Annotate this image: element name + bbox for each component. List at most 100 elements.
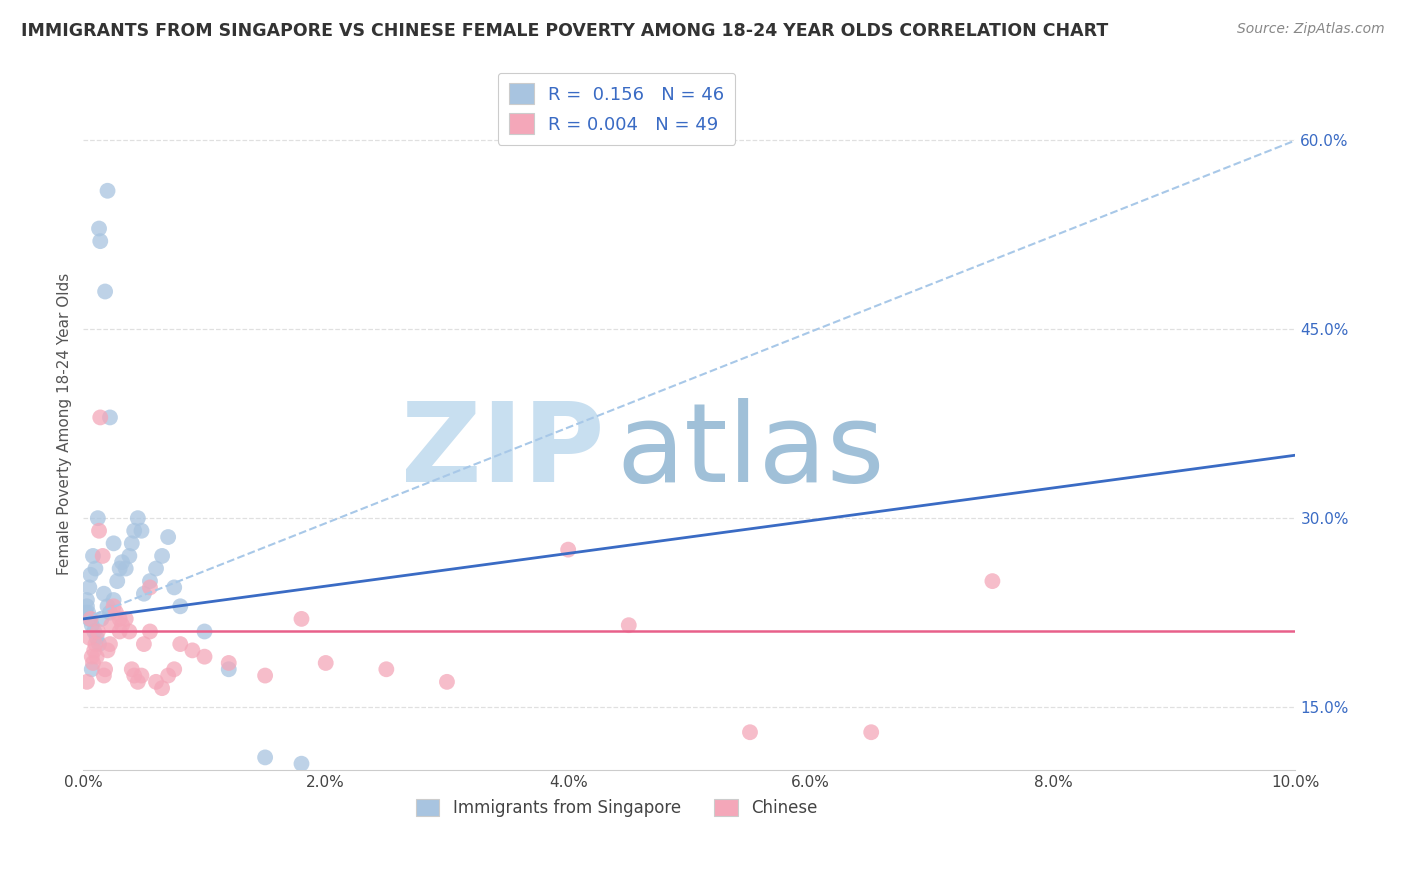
Point [181,643,204,657]
Point [617,618,640,632]
Point [103,536,125,550]
Text: ZIP: ZIP [401,398,605,505]
Point [83,624,105,639]
Point [80,649,103,664]
Point [169,637,191,651]
Point [89,234,111,248]
Point [218,662,240,676]
Point [89,410,111,425]
Point [111,555,134,569]
Point [132,587,155,601]
Point [83,643,105,657]
Point [75,606,97,620]
Point [254,668,277,682]
Text: atlas: atlas [617,398,886,505]
Point [87,637,110,651]
Point [103,593,125,607]
Point [90,612,112,626]
Point [193,624,215,639]
Point [84,637,107,651]
Point [79,581,101,595]
Point [114,612,136,626]
Point [76,599,98,614]
Point [98,410,121,425]
Point [86,631,108,645]
Text: Source: ZipAtlas.com: Source: ZipAtlas.com [1237,22,1385,37]
Point [218,656,240,670]
Y-axis label: Female Poverty Among 18-24 Year Olds: Female Poverty Among 18-24 Year Olds [58,273,72,574]
Point [96,184,118,198]
Point [108,624,131,639]
Point [163,662,186,676]
Point [127,674,149,689]
Point [436,674,458,689]
Point [76,593,98,607]
Point [103,599,125,614]
Point [131,524,153,538]
Point [96,599,118,614]
Point [139,624,162,639]
Point [981,574,1004,588]
Point [122,668,145,682]
Point [132,637,155,651]
Point [87,624,110,639]
Point [82,549,104,563]
Point [79,612,101,626]
Point [145,674,167,689]
Point [150,681,173,695]
Point [150,549,173,563]
Point [157,530,180,544]
Point [98,637,121,651]
Point [94,285,117,299]
Point [94,662,117,676]
Point [315,656,337,670]
Point [557,542,579,557]
Point [111,618,134,632]
Point [118,624,141,639]
Point [860,725,883,739]
Point [290,612,312,626]
Point [93,668,115,682]
Point [77,606,100,620]
Point [157,668,180,682]
Point [79,567,101,582]
Point [127,511,149,525]
Point [79,612,101,626]
Point [108,612,131,626]
Point [121,662,143,676]
Point [163,581,186,595]
Point [100,618,122,632]
Point [169,599,191,614]
Point [145,561,167,575]
Point [96,643,118,657]
Point [87,524,110,538]
Point [108,561,131,575]
Point [114,561,136,575]
Point [84,561,107,575]
Point [290,756,312,771]
Point [98,606,121,620]
Point [121,536,143,550]
Point [193,649,215,664]
Point [79,631,101,645]
Point [105,574,128,588]
Point [139,581,162,595]
Point [76,674,98,689]
Point [87,221,110,235]
Point [86,649,108,664]
Point [80,618,103,632]
Point [87,511,110,525]
Point [122,524,145,538]
Point [139,574,162,588]
Point [375,662,398,676]
Point [738,725,761,739]
Text: IMMIGRANTS FROM SINGAPORE VS CHINESE FEMALE POVERTY AMONG 18-24 YEAR OLDS CORREL: IMMIGRANTS FROM SINGAPORE VS CHINESE FEM… [21,22,1108,40]
Point [82,656,104,670]
Point [91,549,114,563]
Point [93,587,115,601]
Point [131,668,153,682]
Point [254,750,277,764]
Point [105,606,128,620]
Point [118,549,141,563]
Legend: Immigrants from Singapore, Chinese: Immigrants from Singapore, Chinese [409,792,824,824]
